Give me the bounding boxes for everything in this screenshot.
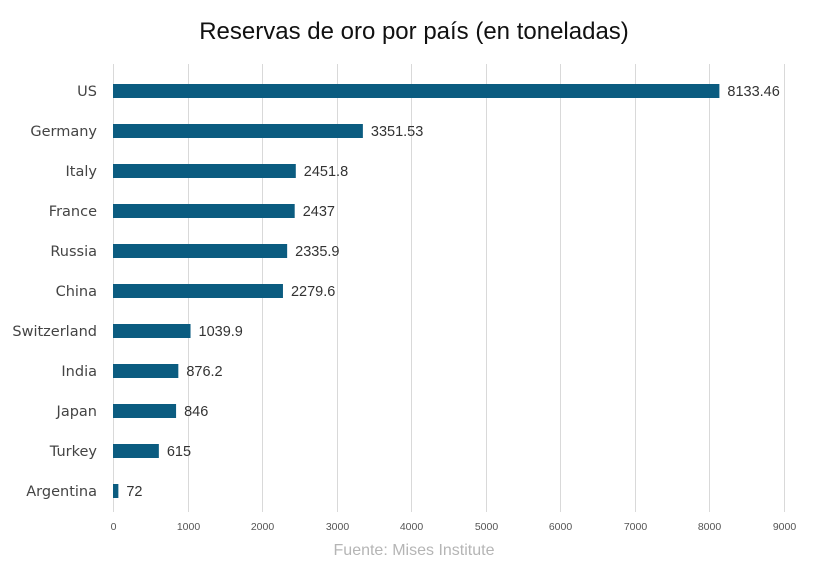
value-label: 2279.6 — [291, 284, 335, 300]
bar-switzerland — [113, 324, 191, 338]
value-label: 615 — [167, 444, 191, 460]
bar-china — [113, 284, 283, 298]
value-label: 8133.46 — [727, 84, 779, 100]
category-label: Turkey — [49, 444, 98, 460]
bar-germany — [113, 124, 363, 138]
bar-india — [113, 364, 179, 378]
bar-russia — [113, 244, 288, 258]
value-label: 2335.9 — [295, 244, 339, 260]
x-tick-label: 0 — [111, 521, 117, 533]
x-tick-label: 6000 — [549, 521, 573, 533]
value-label: 846 — [184, 404, 208, 420]
bar-us — [113, 84, 720, 98]
category-label: China — [56, 284, 97, 300]
bar-turkey — [113, 444, 159, 458]
value-label: 2437 — [303, 204, 335, 220]
x-tick-label: 2000 — [251, 521, 275, 533]
value-label: 72 — [126, 484, 142, 500]
category-label: Switzerland — [12, 324, 97, 340]
x-axis-ticks: 0 1000 2000 3000 4000 5000 6000 7000 8000 9000 — [111, 521, 797, 533]
x-tick-label: 5000 — [475, 521, 499, 533]
x-tick-label: 3000 — [326, 521, 350, 533]
bar-italy — [113, 164, 296, 178]
value-label: 876.2 — [186, 364, 222, 380]
source-text: Fuente: Mises Institute — [333, 542, 495, 559]
category-label: France — [49, 204, 97, 220]
bar-japan — [113, 404, 177, 418]
category-label: Russia — [50, 244, 97, 260]
category-label: Germany — [30, 124, 97, 140]
value-label: 3351.53 — [371, 124, 423, 140]
x-tick-label: 7000 — [624, 521, 648, 533]
bar-argentina — [113, 484, 119, 498]
bars — [113, 84, 720, 498]
category-label: Italy — [66, 164, 98, 180]
value-labels: 8133.46 3351.53 2451.8 2437 2335.9 2279.6 1039… — [126, 84, 779, 500]
category-labels: US Germany Italy France Russia China Switzerla… — [12, 84, 97, 500]
category-label: India — [61, 364, 97, 380]
chart-title: Reservas de oro por país (en toneladas) — [199, 18, 629, 45]
category-label: US — [77, 84, 97, 100]
category-label: Argentina — [26, 484, 97, 500]
x-tick-label: 1000 — [177, 521, 201, 533]
value-label: 1039.9 — [199, 324, 243, 340]
x-tick-label: 8000 — [698, 521, 722, 533]
source-note: Fuente: Mises Institute — [0, 542, 828, 560]
x-tick-label: 4000 — [400, 521, 424, 533]
x-tick-label: 9000 — [773, 521, 797, 533]
bar-france — [113, 204, 295, 218]
value-label: 2451.8 — [304, 164, 348, 180]
category-label: Japan — [56, 404, 97, 420]
